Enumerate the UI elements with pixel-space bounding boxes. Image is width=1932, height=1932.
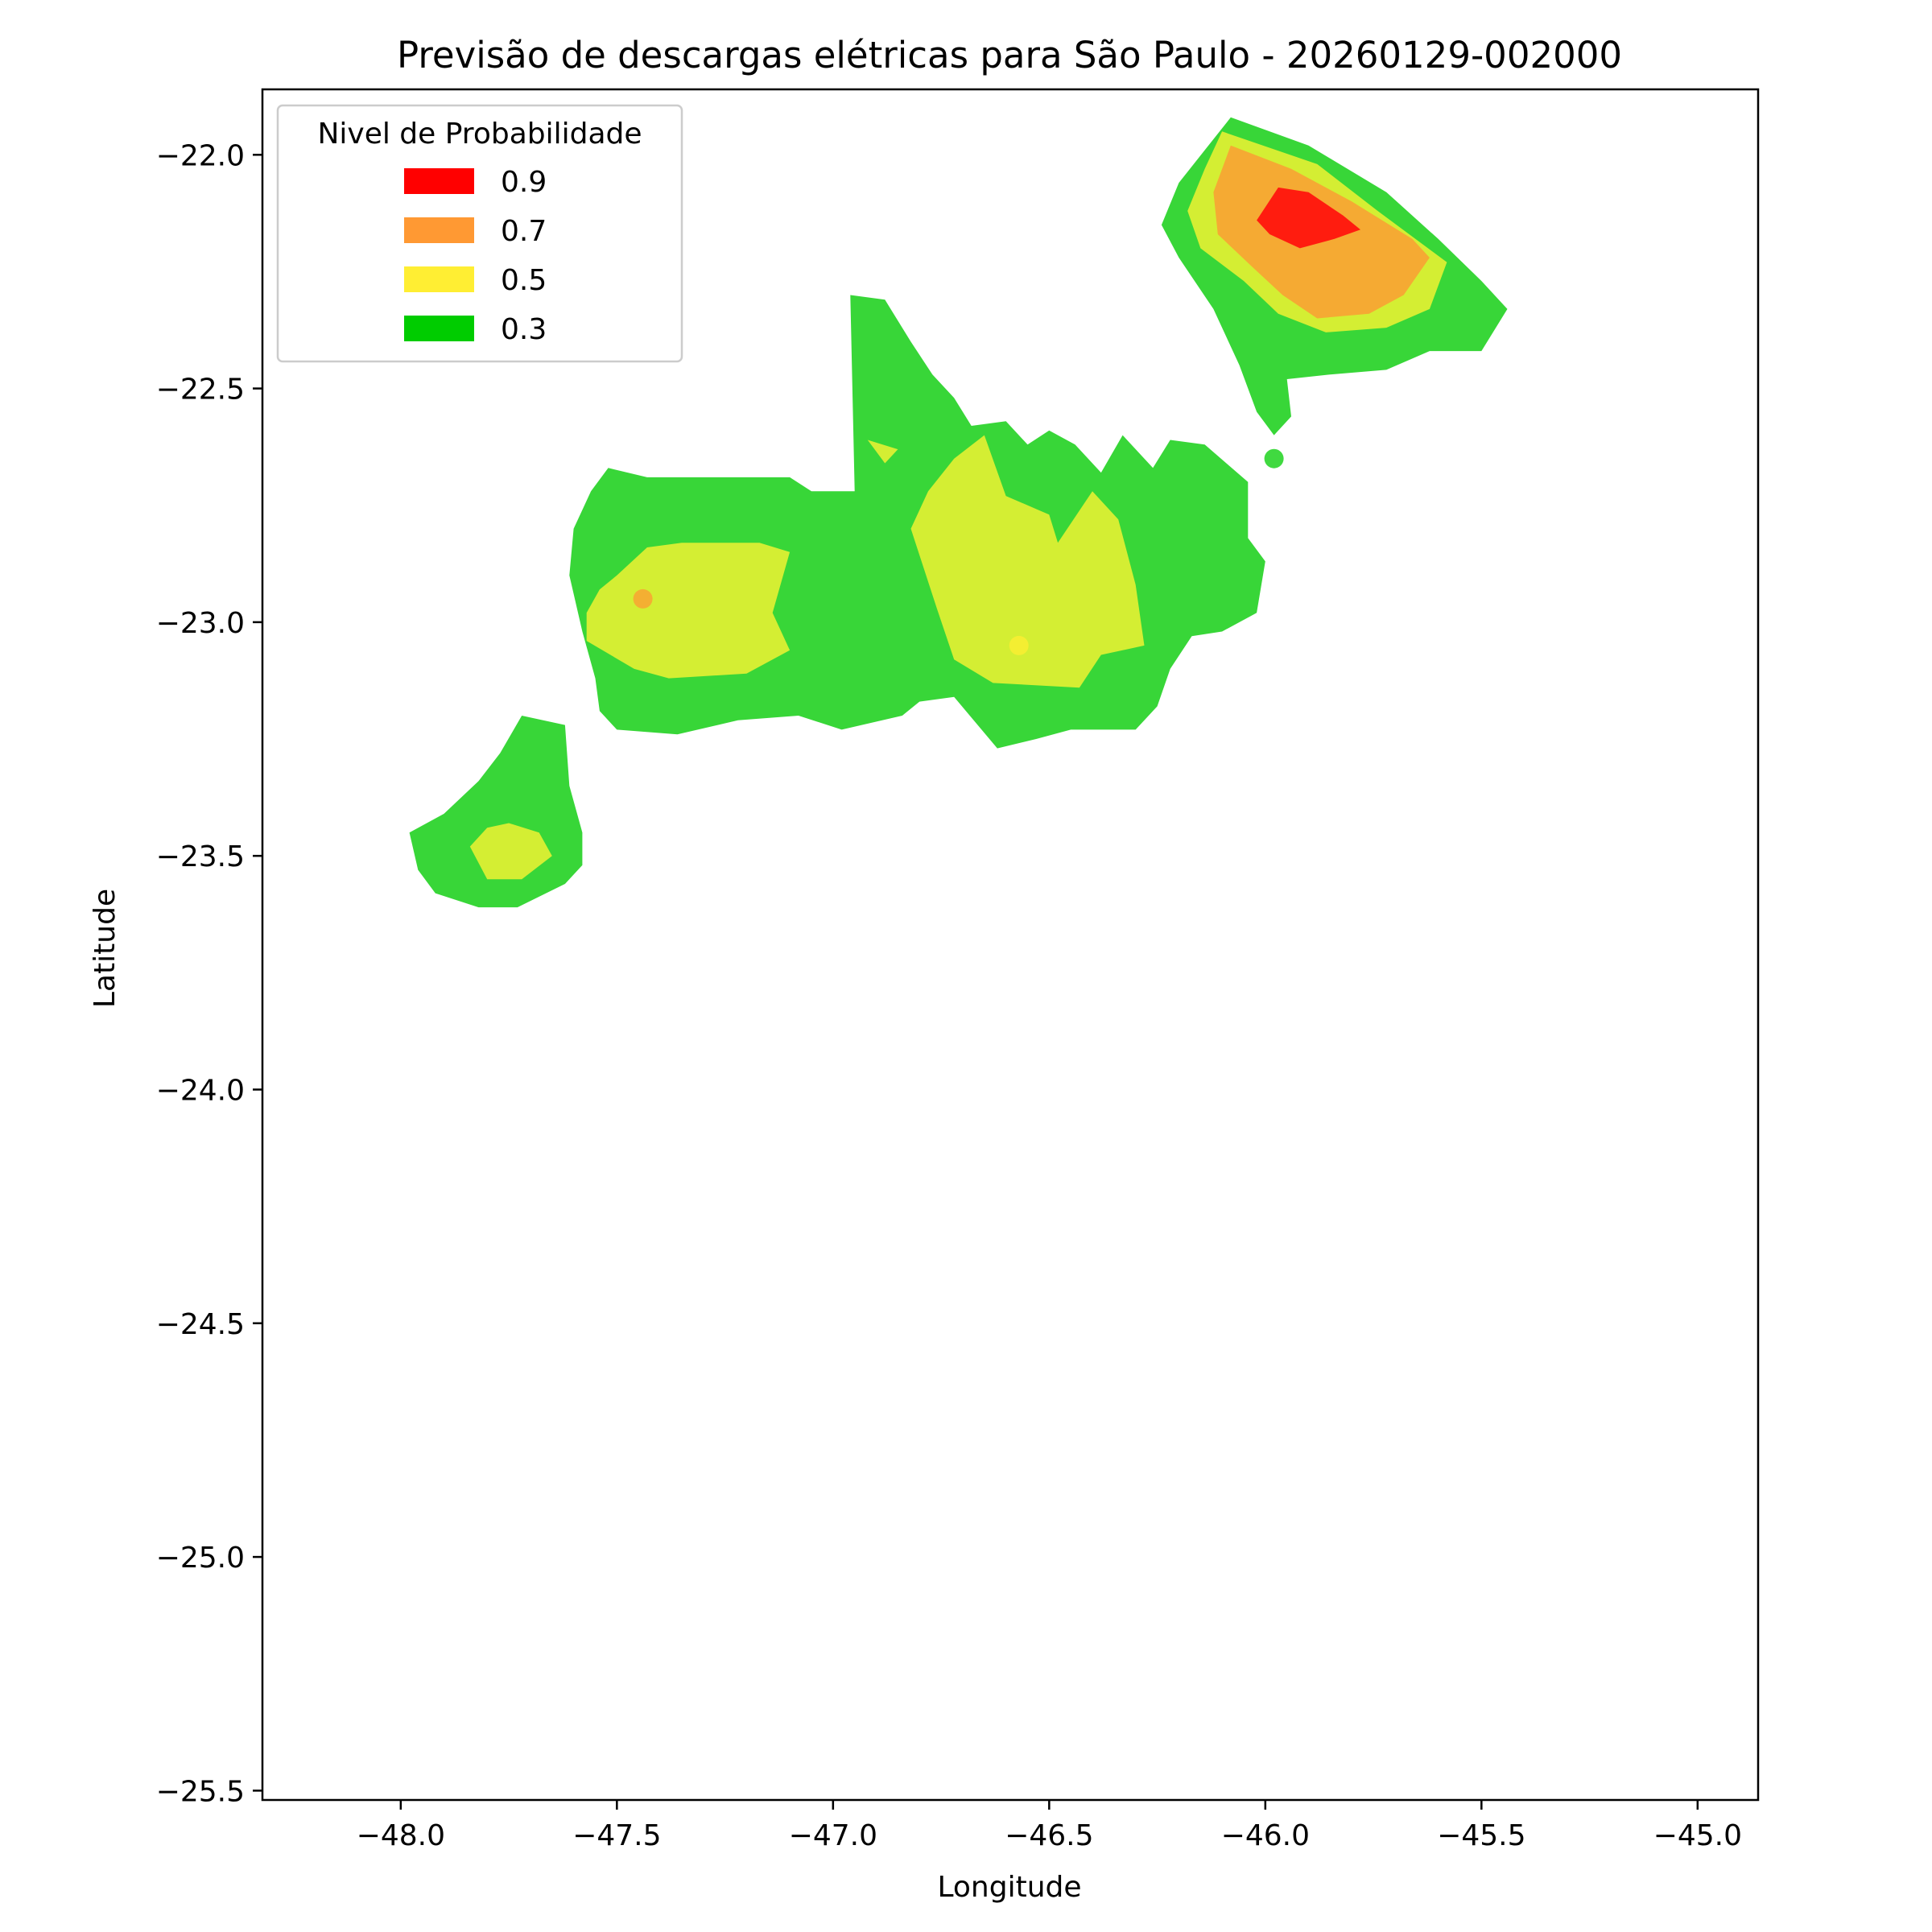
- contour-region-05-7: [867, 440, 898, 464]
- x-tick-label-0: −48.0: [357, 1819, 445, 1852]
- legend-swatch-3: [404, 316, 474, 341]
- x-axis-label: Longitude: [937, 1871, 1081, 1904]
- y-axis-label: Latitude: [89, 889, 122, 1008]
- x-tick-label-6: −45.0: [1653, 1819, 1742, 1852]
- y-axis: −22.0 −22.5 −23.0 −23.5 −24.0 −24.5 −25.0 −25.5: [156, 139, 262, 1808]
- x-tick-label-3: −46.5: [1005, 1819, 1093, 1852]
- contour-region-05-6: [910, 435, 1145, 688]
- legend-box: [276, 104, 683, 363]
- y-tick-label-5: −24.5: [156, 1308, 245, 1341]
- legend-label-3: 0.3: [501, 313, 547, 346]
- legend-label-2: 0.5: [501, 264, 547, 297]
- plot-frame: [261, 88, 1760, 1802]
- x-tick-label-5: −45.5: [1437, 1819, 1525, 1852]
- point-marker-1: [1009, 635, 1029, 655]
- contour-region-05-5: [586, 543, 791, 679]
- legend-title: Nivel de Probabilidade: [317, 118, 642, 151]
- contour-region-05-9: [469, 823, 552, 880]
- y-tick-label-1: −22.5: [156, 374, 245, 407]
- x-tick-label-4: −46.0: [1221, 1819, 1310, 1852]
- point-marker-0: [633, 588, 653, 609]
- chart-title: Previsão de descargas elétricas para São…: [397, 34, 1622, 76]
- y-tick-label-7: −25.5: [156, 1775, 245, 1808]
- point-marker-2: [1264, 448, 1284, 469]
- x-tick-label-2: −47.0: [789, 1819, 877, 1852]
- y-tick-label-4: −24.0: [156, 1074, 245, 1107]
- legend-label-0: 0.9: [501, 166, 547, 199]
- x-axis: −48.0 −47.5 −47.0 −46.5 −46.0 −45.5 −45.0: [357, 1800, 1742, 1852]
- legend: Nivel de Probabilidade 0.9 0.7 0.5 0.3: [276, 104, 683, 363]
- legend-swatch-0: [404, 168, 474, 194]
- x-tick-label-1: −47.5: [572, 1819, 661, 1852]
- y-tick-label-0: −22.0: [156, 139, 245, 172]
- legend-swatch-1: [404, 217, 474, 243]
- legend-entries: 0.9 0.7 0.5 0.3: [404, 166, 547, 346]
- contour-region-09-3: [1257, 187, 1360, 249]
- legend-swatch-2: [404, 266, 474, 292]
- plot-area: [409, 117, 1508, 908]
- legend-label-1: 0.7: [501, 215, 547, 248]
- y-tick-label-6: −25.0: [156, 1542, 245, 1575]
- y-tick-label-3: −23.5: [156, 840, 245, 873]
- y-tick-label-2: −23.0: [156, 607, 245, 640]
